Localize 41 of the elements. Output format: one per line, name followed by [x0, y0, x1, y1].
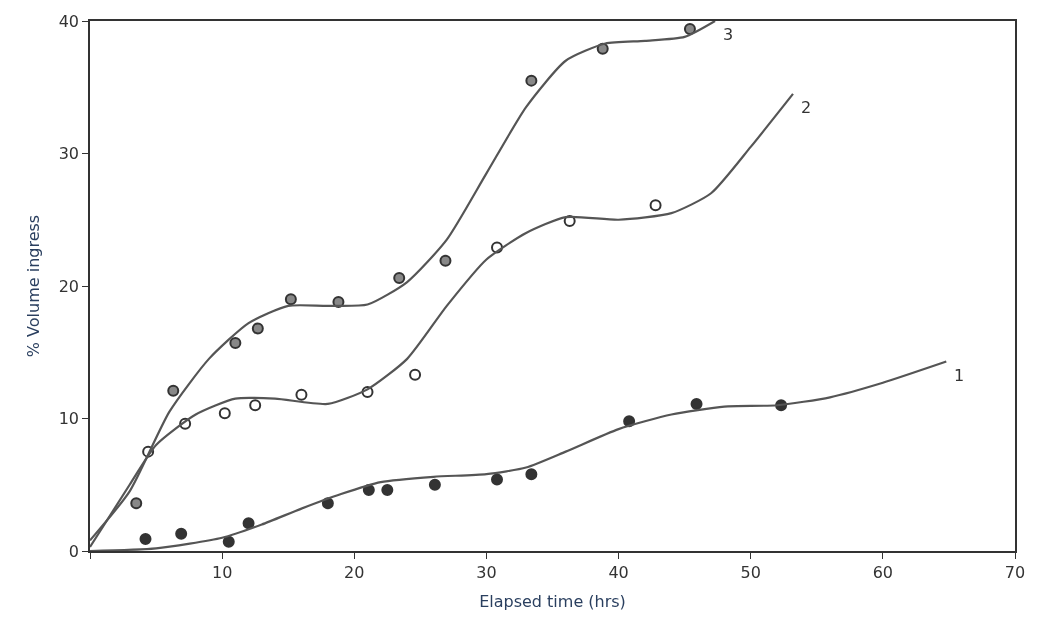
- point: [491, 473, 503, 486]
- point: [409, 368, 422, 381]
- point: [295, 388, 308, 401]
- point: [525, 468, 538, 481]
- point: [649, 199, 662, 212]
- point: [381, 484, 394, 497]
- point: [690, 397, 703, 410]
- x-tick-label: 20: [344, 562, 365, 582]
- point: [393, 272, 406, 285]
- y-tick-label: 30: [58, 144, 80, 164]
- point: [242, 517, 255, 530]
- point: [525, 74, 538, 87]
- point: [130, 497, 143, 510]
- point: [362, 484, 375, 497]
- x-tick-label: 30: [476, 562, 497, 582]
- y-tick-label: 0: [68, 541, 80, 561]
- point: [251, 322, 264, 335]
- y-axis-title: % Volume ingress: [24, 214, 44, 358]
- y-tick-label: 20: [58, 276, 80, 296]
- point: [222, 535, 235, 548]
- point: [284, 293, 297, 306]
- x-tick-label: 10: [211, 562, 233, 582]
- y-tick-label: 10: [58, 409, 80, 429]
- point: [139, 533, 152, 546]
- point: [175, 527, 188, 540]
- point: [167, 384, 180, 397]
- point: [439, 254, 452, 267]
- x-axis-title: Elapsed time (hrs): [479, 592, 626, 612]
- series-label: 2: [801, 98, 812, 117]
- series-label: 1: [954, 366, 965, 385]
- point: [229, 336, 242, 349]
- x-tick-label: 60: [872, 562, 894, 582]
- x-tick-label: 70: [1004, 562, 1026, 582]
- y-tick-label: 40: [58, 11, 80, 31]
- point: [218, 407, 231, 420]
- series-label: 3: [723, 25, 734, 44]
- point: [683, 22, 696, 35]
- point: [249, 399, 262, 412]
- x-tick-label: 50: [740, 562, 761, 582]
- x-tick-label: 40: [608, 562, 629, 582]
- point: [428, 478, 441, 491]
